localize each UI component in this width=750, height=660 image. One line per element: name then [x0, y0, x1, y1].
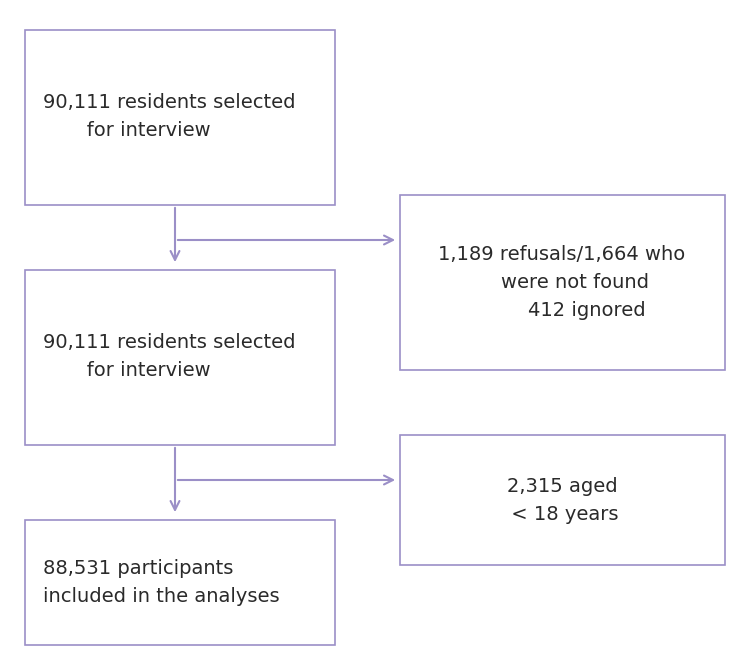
FancyBboxPatch shape	[400, 195, 725, 370]
FancyBboxPatch shape	[25, 30, 335, 205]
FancyBboxPatch shape	[25, 270, 335, 445]
Text: 90,111 residents selected
       for interview: 90,111 residents selected for interview	[43, 94, 296, 141]
FancyBboxPatch shape	[400, 435, 725, 565]
Text: 1,189 refusals/1,664 who
    were not found
        412 ignored: 1,189 refusals/1,664 who were not found …	[438, 244, 686, 319]
Text: 90,111 residents selected
       for interview: 90,111 residents selected for interview	[43, 333, 296, 381]
Text: 88,531 participants
included in the analyses: 88,531 participants included in the anal…	[43, 558, 280, 605]
Text: 2,315 aged
 < 18 years: 2,315 aged < 18 years	[506, 477, 619, 523]
FancyBboxPatch shape	[25, 520, 335, 645]
